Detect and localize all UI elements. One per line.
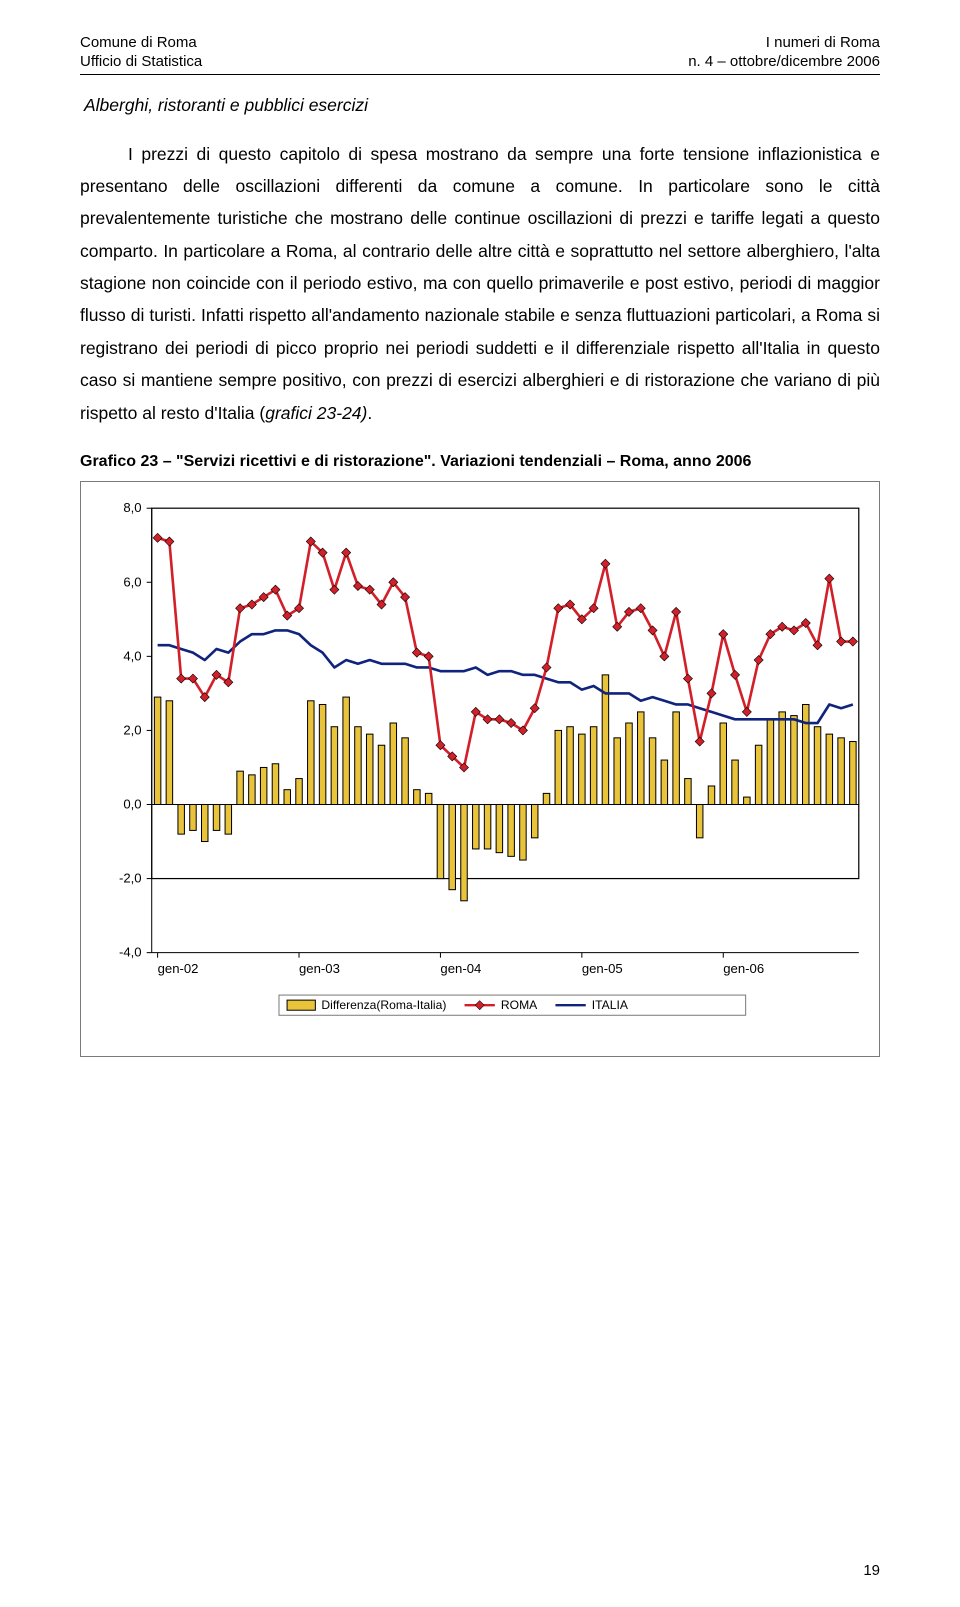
svg-text:ROMA: ROMA — [501, 998, 538, 1012]
svg-text:Differenza(Roma-Italia): Differenza(Roma-Italia) — [321, 998, 446, 1012]
svg-text:gen-05: gen-05 — [582, 961, 623, 976]
header-series: I numeri di Roma — [688, 34, 880, 53]
svg-text:-2,0: -2,0 — [119, 870, 142, 885]
body-paragraph: I prezzi di questo capitolo di spesa mos… — [80, 138, 880, 429]
svg-text:0,0: 0,0 — [123, 796, 141, 811]
svg-text:gen-03: gen-03 — [299, 961, 340, 976]
section-title: Alberghi, ristoranti e pubblici esercizi — [84, 95, 880, 116]
svg-text:ITALIA: ITALIA — [592, 998, 629, 1012]
header-rule — [80, 74, 880, 75]
page: Comune di Roma Ufficio di Statistica I n… — [0, 0, 960, 1607]
svg-text:2,0: 2,0 — [123, 722, 141, 737]
header-org: Comune di Roma — [80, 34, 202, 53]
svg-text:4,0: 4,0 — [123, 648, 141, 663]
svg-text:gen-02: gen-02 — [158, 961, 199, 976]
page-number: 19 — [863, 1562, 880, 1579]
chart-caption: Grafico 23 – "Servizi ricettivi e di ris… — [80, 453, 880, 471]
svg-text:-4,0: -4,0 — [119, 945, 142, 960]
header-right: I numeri di Roma n. 4 – ottobre/dicembre… — [688, 34, 880, 72]
svg-text:gen-04: gen-04 — [440, 961, 481, 976]
svg-text:6,0: 6,0 — [123, 574, 141, 589]
header-issue: n. 4 – ottobre/dicembre 2006 — [688, 53, 880, 72]
svg-text:gen-06: gen-06 — [723, 961, 764, 976]
chart-svg: -4,0 -2,0 0,0 2,0 4,0 6,0 8,0 gen-02 gen-03 gen-0… — [81, 488, 879, 1054]
header-office: Ufficio di Statistica — [80, 53, 202, 72]
svg-text:8,0: 8,0 — [123, 500, 141, 515]
page-header: Comune di Roma Ufficio di Statistica I n… — [80, 34, 880, 72]
chart-container: -4,0 -2,0 0,0 2,0 4,0 6,0 8,0 gen-02 gen-03 gen-0… — [80, 481, 880, 1057]
header-left: Comune di Roma Ufficio di Statistica — [80, 34, 202, 72]
